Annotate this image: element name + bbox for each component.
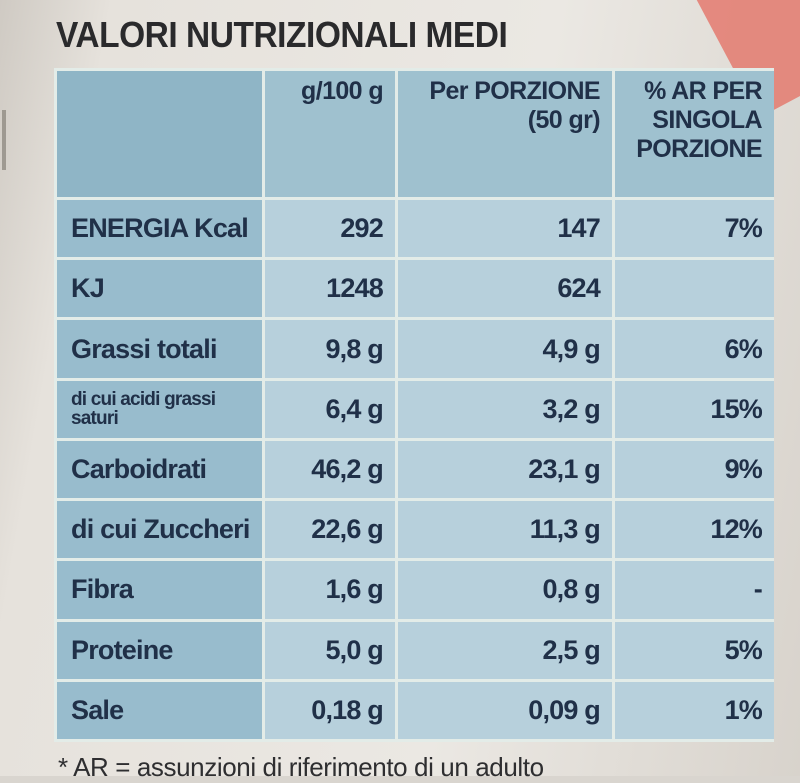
header-per-portion-line1: Per PORZIONE <box>429 77 600 105</box>
table-row: KJ 1248 624 <box>57 260 774 318</box>
header-ar-line3: PORZIONE <box>636 135 762 163</box>
row-per-portion: 0,09 g <box>398 681 612 739</box>
row-label: ENERGIA Kcal <box>57 200 262 258</box>
row-label: Sale <box>57 681 262 739</box>
table-row: di cui Zuccheri 22,6 g 11,3 g 12% <box>57 501 774 559</box>
row-per-portion: 4,9 g <box>398 320 612 378</box>
table-row: Grassi totali 9,8 g 4,9 g 6% <box>57 320 774 378</box>
row-per-portion: 0,8 g <box>398 561 612 619</box>
row-ar-percent: 7% <box>615 200 774 258</box>
nutrition-table-container: g/100 g Per PORZIONE (50 gr) % AR PER SI… <box>54 68 774 742</box>
row-per-100g: 6,4 g <box>265 380 395 438</box>
row-per-portion: 23,1 g <box>398 440 612 499</box>
row-ar-percent: 9% <box>615 440 774 499</box>
row-per-portion: 2,5 g <box>398 621 612 679</box>
row-per-100g: 22,6 g <box>265 501 395 559</box>
ar-footnote: * AR = assunzioni di riferimento di un a… <box>58 752 544 782</box>
header-ar-line2: SINGOLA <box>652 106 762 134</box>
row-per-portion: 147 <box>398 200 612 258</box>
row-per-100g: 1,6 g <box>265 561 395 619</box>
table-row: Carboidrati 46,2 g 23,1 g 9% <box>57 440 774 499</box>
table-row: di cui acidi grassi saturi 6,4 g 3,2 g 1… <box>57 380 774 438</box>
header-per-100g: g/100 g <box>265 71 395 197</box>
row-ar-percent <box>615 260 774 318</box>
row-per-100g: 5,0 g <box>265 621 395 679</box>
row-label: Fibra <box>57 561 262 619</box>
package-edge-mark <box>2 110 6 170</box>
row-label: di cui acidi grassi saturi <box>57 380 262 438</box>
row-per-100g: 0,18 g <box>265 681 395 739</box>
row-per-100g: 292 <box>265 200 395 258</box>
row-label: di cui Zuccheri <box>57 501 262 559</box>
table-row: Proteine 5,0 g 2,5 g 5% <box>57 621 774 679</box>
row-ar-percent: - <box>615 561 774 619</box>
nutrition-table: g/100 g Per PORZIONE (50 gr) % AR PER SI… <box>54 68 777 742</box>
row-ar-percent: 5% <box>615 621 774 679</box>
row-ar-percent: 6% <box>615 320 774 378</box>
row-per-portion: 624 <box>398 260 612 318</box>
header-per-portion: Per PORZIONE (50 gr) <box>398 71 612 197</box>
table-row: Sale 0,18 g 0,09 g 1% <box>57 681 774 739</box>
table-header-row: g/100 g Per PORZIONE (50 gr) % AR PER SI… <box>57 71 774 197</box>
row-per-100g: 46,2 g <box>265 440 395 499</box>
row-per-100g: 1248 <box>265 260 395 318</box>
table-row: Fibra 1,6 g 0,8 g - <box>57 561 774 619</box>
header-per-portion-line2: (50 gr) <box>527 106 601 134</box>
header-ar-percent: % AR PER SINGOLA PORZIONE <box>615 71 774 197</box>
row-per-100g: 9,8 g <box>265 320 395 378</box>
row-ar-percent: 12% <box>615 501 774 559</box>
row-ar-percent: 15% <box>615 380 774 438</box>
row-label: KJ <box>57 260 262 318</box>
nutrition-title: VALORI NUTRIZIONALI MEDI <box>56 14 508 55</box>
row-per-portion: 3,2 g <box>398 380 612 438</box>
row-label: Grassi totali <box>57 320 262 378</box>
row-ar-percent: 1% <box>615 681 774 739</box>
header-ar-line1: % AR PER <box>644 77 763 105</box>
row-label: Carboidrati <box>57 440 262 499</box>
table-row: ENERGIA Kcal 292 147 7% <box>57 200 774 258</box>
row-label: Proteine <box>57 621 262 679</box>
row-per-portion: 11,3 g <box>398 501 612 559</box>
header-nutrient <box>57 71 262 197</box>
